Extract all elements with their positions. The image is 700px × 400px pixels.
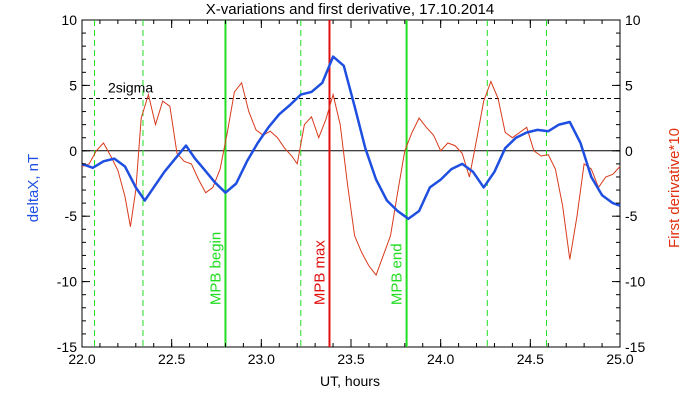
- vertical-line-label-5: MPB end: [389, 243, 406, 305]
- y-tick-label-right-4: 5: [625, 77, 633, 93]
- y-axis-right-label: First derivative*10: [666, 128, 683, 248]
- y-axis-left-label: deltaX, nT: [25, 154, 42, 222]
- x-tick-label-3: 23.5: [337, 351, 364, 367]
- sigma-label: 2sigma: [108, 79, 153, 95]
- x-tick-label-4: 24.0: [427, 351, 454, 367]
- series-line-derivative: [81, 80, 621, 277]
- y-tick-label-left-4: 5: [69, 77, 77, 93]
- y-tick-label-left-2: -5: [65, 208, 78, 224]
- y-tick-label-right-5: 10: [625, 12, 641, 28]
- x-tick-label-2: 23.0: [248, 351, 275, 367]
- x-axis-label: UT, hours: [320, 373, 380, 389]
- y-tick-label-right-2: -5: [625, 208, 638, 224]
- x-tick-label-6: 25.0: [606, 351, 633, 367]
- series-line-deltaX: [81, 55, 621, 221]
- y-tick-label-right-1: -10: [625, 274, 645, 290]
- x-tick-label-0: 22.0: [68, 351, 95, 367]
- y-tick-label-left-5: 10: [61, 12, 77, 28]
- vertical-line-label-2: MPB begin: [207, 232, 224, 305]
- y-tick-label-right-0: -15: [625, 339, 645, 355]
- x-tick-label-1: 22.5: [158, 351, 185, 367]
- plot-area: 2sigma MPB begin MPB max MPB end 22.0 22.5 23.…: [57, 12, 646, 367]
- plot-frame: [81, 19, 621, 348]
- vertical-line-label-4: MPB max: [311, 240, 328, 306]
- x-tick-label-5: 24.5: [517, 351, 544, 367]
- chart-title: X-variations and first derivative, 17.10…: [206, 1, 495, 18]
- y-tick-label-left-0: -15: [57, 339, 77, 355]
- y-tick-label-left-3: 0: [69, 143, 77, 159]
- y-tick-label-left-1: -10: [57, 274, 77, 290]
- y-tick-label-right-3: 0: [625, 143, 633, 159]
